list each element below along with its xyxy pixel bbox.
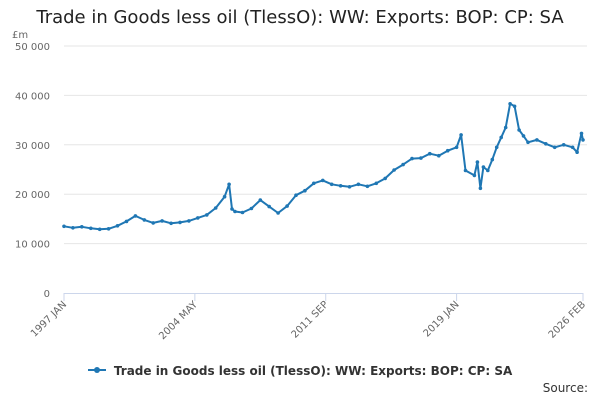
data-point[interactable] (258, 198, 263, 202)
data-point[interactable] (512, 104, 517, 109)
x-tick-label: 2011 SEP (290, 299, 331, 340)
y-tick-label: 20 000 (15, 190, 50, 201)
data-point[interactable] (205, 213, 209, 217)
data-point[interactable] (227, 182, 231, 187)
data-point[interactable] (521, 134, 526, 138)
data-point[interactable] (499, 135, 504, 140)
data-point[interactable] (285, 204, 289, 208)
data-point[interactable] (196, 216, 200, 220)
data-point[interactable] (178, 220, 182, 225)
data-point[interactable] (490, 157, 495, 162)
data-point[interactable] (321, 178, 325, 183)
x-axis-ticks: 1997 JAN 2004 MAY 2011 SEP 2019 JAN 2026 FEB (29, 293, 588, 342)
legend-label: Trade in Goods less oil (TlessO): WW: Ex… (113, 364, 513, 378)
y-axis-ticks: 0 10 000 20 000 30 000 40 000 50 000 (15, 42, 50, 300)
data-point[interactable] (552, 145, 557, 150)
data-point[interactable] (62, 224, 66, 229)
data-point[interactable] (329, 182, 334, 187)
data-point[interactable] (303, 188, 307, 193)
data-point[interactable] (481, 165, 486, 169)
x-tick-label: 2004 MAY (157, 299, 200, 342)
data-point[interactable] (472, 173, 477, 178)
y-tick-label: 0 (44, 289, 50, 300)
data-point[interactable] (347, 185, 352, 189)
y-tick-label: 40 000 (15, 91, 50, 102)
data-point[interactable] (151, 221, 155, 225)
data-point[interactable] (106, 227, 111, 231)
y-tick-label: 30 000 (15, 141, 50, 152)
chart-title: Trade in Goods less oil (TlessO): WW: Ex… (36, 7, 564, 28)
data-point[interactable] (570, 145, 575, 150)
data-point[interactable] (410, 156, 414, 161)
data-point[interactable] (89, 226, 93, 231)
data-point[interactable] (222, 194, 227, 199)
grid-lines (64, 45, 587, 245)
data-point[interactable] (401, 162, 405, 167)
x-tick-label: 2026 FEB (547, 299, 589, 341)
data-point[interactable] (80, 225, 84, 229)
data-point[interactable] (419, 156, 423, 160)
data-point[interactable] (312, 181, 316, 186)
data-point[interactable] (267, 204, 272, 209)
data-point[interactable] (133, 214, 138, 218)
data-point[interactable] (581, 138, 585, 142)
data-point[interactable] (526, 140, 530, 145)
source-label: Source: (542, 381, 588, 395)
legend[interactable]: Trade in Goods less oil (TlessO): WW: Ex… (0, 364, 600, 378)
data-point[interactable] (494, 145, 499, 150)
data-point[interactable] (338, 184, 343, 188)
data-point[interactable] (575, 150, 579, 154)
series-line (63, 102, 584, 231)
data-point[interactable] (503, 125, 508, 130)
data-point[interactable] (71, 226, 75, 230)
data-point[interactable] (428, 151, 432, 156)
data-point[interactable] (233, 209, 237, 214)
y-axis-unit: £m (12, 30, 28, 41)
data-point[interactable] (213, 206, 218, 210)
data-point[interactable] (249, 206, 254, 211)
data-point[interactable] (478, 186, 483, 191)
data-point[interactable] (356, 182, 361, 187)
data-point[interactable] (160, 219, 164, 223)
data-point[interactable] (365, 184, 370, 189)
data-point[interactable] (459, 133, 463, 137)
data-point[interactable] (169, 221, 173, 226)
y-tick-label: 50 000 (15, 42, 50, 53)
data-point[interactable] (230, 207, 234, 211)
data-point[interactable] (561, 143, 566, 147)
data-point[interactable] (463, 168, 468, 173)
data-point[interactable] (486, 168, 490, 173)
data-point[interactable] (276, 211, 280, 215)
data-point[interactable] (374, 181, 379, 186)
x-tick-label: 1997 JAN (29, 299, 69, 339)
data-point[interactable] (535, 138, 539, 142)
data-point[interactable] (579, 131, 584, 136)
x-tick-label: 2019 JAN (422, 299, 462, 339)
data-point[interactable] (115, 224, 120, 228)
data-point[interactable] (517, 128, 521, 132)
y-tick-label: 10 000 (15, 240, 50, 251)
data-point[interactable] (392, 168, 396, 172)
legend-line-marker-icon (87, 364, 106, 376)
data-point[interactable] (240, 210, 245, 215)
data-point[interactable] (187, 219, 191, 223)
data-point[interactable] (508, 102, 512, 106)
data-point[interactable] (454, 145, 459, 150)
data-point[interactable] (544, 142, 548, 146)
data-point[interactable] (445, 148, 450, 153)
data-point[interactable] (475, 160, 480, 164)
data-point[interactable] (124, 219, 129, 224)
data-point[interactable] (437, 153, 441, 158)
series-group (62, 102, 585, 232)
data-point[interactable] (97, 227, 102, 232)
data-point[interactable] (294, 193, 298, 197)
data-point[interactable] (383, 176, 388, 181)
data-point[interactable] (142, 218, 147, 222)
